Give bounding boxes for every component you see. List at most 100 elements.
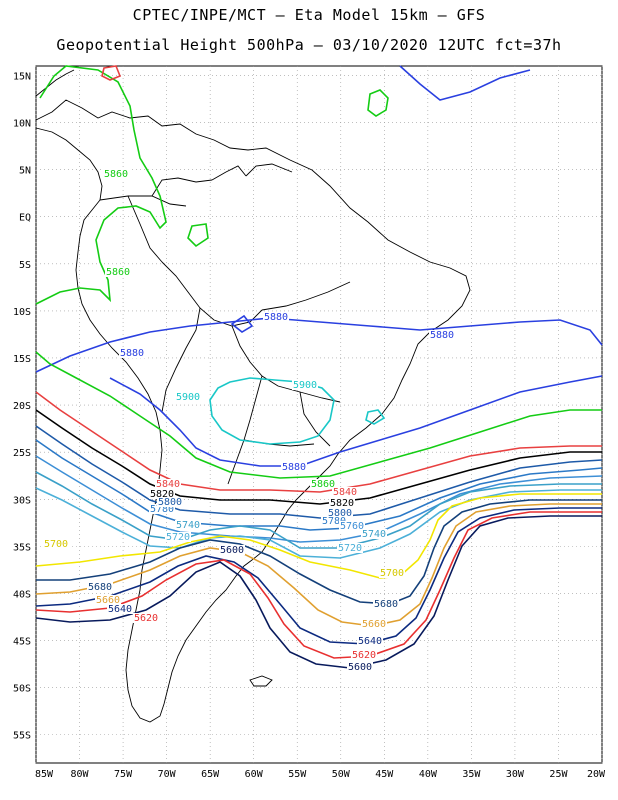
contour-label: 5880 xyxy=(430,330,454,341)
contour-label: 5760 xyxy=(340,521,364,532)
contour-label: 5700 xyxy=(44,539,68,550)
contour-label: 5780 xyxy=(150,504,174,515)
contour-5640 xyxy=(35,507,602,645)
latitude-labels: 15N 10N 5N EQ 5S 10S 15S 20S 25S 30S 35S 40S 45S 50S 5… xyxy=(13,71,31,741)
contour-label-bg xyxy=(119,348,145,358)
contour-label: 5820 xyxy=(150,489,174,500)
contour-5860 xyxy=(187,223,209,248)
lon-label: 20W xyxy=(587,769,606,780)
contour-5860 xyxy=(367,89,389,117)
contour-label-bg xyxy=(105,267,131,277)
contour-label: 5800 xyxy=(158,497,182,508)
contour-label-bg xyxy=(321,516,347,526)
contour-label: 5600 xyxy=(220,545,244,556)
contour-label-bg xyxy=(373,599,399,609)
contour-5900 xyxy=(209,377,335,445)
contour-label-bg xyxy=(339,521,365,531)
contour-label: 5780 xyxy=(322,516,346,527)
contour-label: 5860 xyxy=(311,479,335,490)
contour-label: 5620 xyxy=(134,613,158,624)
contour-5680 xyxy=(36,499,602,605)
contour-label: 5860 xyxy=(106,267,130,278)
contour-label: 5660 xyxy=(96,595,120,606)
contour-5740 xyxy=(35,471,602,549)
lon-label: 40W xyxy=(419,769,438,780)
contour-label: 5880 xyxy=(282,462,306,473)
contour-label: 5880 xyxy=(120,348,144,359)
contour-label-bg xyxy=(175,520,201,530)
contour-label-bg xyxy=(379,568,405,578)
coastline xyxy=(35,69,471,723)
contour-label: 5800 xyxy=(328,508,352,519)
contour-5880 xyxy=(230,314,254,333)
map-frame xyxy=(35,65,603,764)
lon-label: 65W xyxy=(201,769,220,780)
lat-label: 15S xyxy=(13,354,31,365)
contour-5760 xyxy=(35,455,603,543)
contour-5900 xyxy=(365,409,386,425)
contour-label: 5720 xyxy=(166,532,190,543)
contour-label-bg xyxy=(332,487,358,497)
contour-5780 xyxy=(35,439,603,531)
lat-label: 20S xyxy=(13,401,31,412)
contour-label-bg xyxy=(310,479,336,489)
map-title: CPTEC/INPE/MCT – Eta Model 15km – GFS xyxy=(132,6,486,24)
contour-5860 xyxy=(35,351,602,479)
contour-label-bg xyxy=(361,619,387,629)
lat-label: 5N xyxy=(19,166,31,177)
lon-label: 55W xyxy=(288,769,307,780)
contour-label: 5740 xyxy=(362,529,386,540)
contour-label-bg xyxy=(157,497,183,507)
contour-5620 xyxy=(35,511,602,659)
contour-label-bg xyxy=(87,582,113,592)
contour-label-bg xyxy=(103,169,129,179)
contour-labels: 5860586058805880588059005900588058605840… xyxy=(43,169,455,673)
lat-label: 40S xyxy=(13,589,31,600)
contour-label-bg xyxy=(165,532,191,542)
contour-5700 xyxy=(35,493,602,579)
contour-lines xyxy=(35,65,603,669)
lat-label: EQ xyxy=(19,213,31,224)
lat-label: 15N xyxy=(13,71,31,82)
contour-5840 xyxy=(35,391,602,493)
south-america-outline xyxy=(35,99,471,723)
contour-label: 5880 xyxy=(264,312,288,323)
contour-5660 xyxy=(35,503,602,627)
contour-label: 5900 xyxy=(176,392,200,403)
lat-label: 10S xyxy=(13,307,31,318)
central-america-outline xyxy=(35,69,75,97)
lon-label: 85W xyxy=(35,769,54,780)
lat-label: 30S xyxy=(13,495,31,506)
lat-label: 5S xyxy=(19,260,31,271)
lat-label: 45S xyxy=(13,637,31,648)
contour-label-bg xyxy=(95,595,121,605)
grid-lines xyxy=(35,66,603,763)
lon-label: 30W xyxy=(506,769,525,780)
lon-label: 45W xyxy=(375,769,394,780)
lon-label: 35W xyxy=(462,769,481,780)
contour-label: 5740 xyxy=(176,520,200,531)
contour-label: 5640 xyxy=(358,636,382,647)
contour-label: 5720 xyxy=(338,543,362,554)
contour-5600 xyxy=(35,515,602,669)
country-borders xyxy=(99,163,351,485)
contour-label: 5660 xyxy=(362,619,386,630)
contour-label: 5820 xyxy=(330,498,354,509)
lat-label: 25S xyxy=(13,448,31,459)
malvinas-islands xyxy=(249,675,273,687)
contour-label-bg xyxy=(292,380,318,390)
contour-label-bg xyxy=(107,604,133,614)
contour-label-bg xyxy=(337,543,363,553)
contour-label: 5680 xyxy=(374,599,398,610)
contour-label-bg xyxy=(281,462,307,472)
contour-5880 xyxy=(399,65,531,101)
contour-label-bg xyxy=(357,636,383,646)
map-subtitle: Geopotential Height 500hPa – 03/10/2020 … xyxy=(56,36,562,54)
contour-5860 xyxy=(35,65,167,305)
lon-label: 70W xyxy=(158,769,177,780)
contour-label: 5900 xyxy=(293,380,317,391)
contour-label-bg xyxy=(429,330,455,340)
contour-label-bg xyxy=(351,650,377,660)
contour-label-bg xyxy=(175,392,201,402)
